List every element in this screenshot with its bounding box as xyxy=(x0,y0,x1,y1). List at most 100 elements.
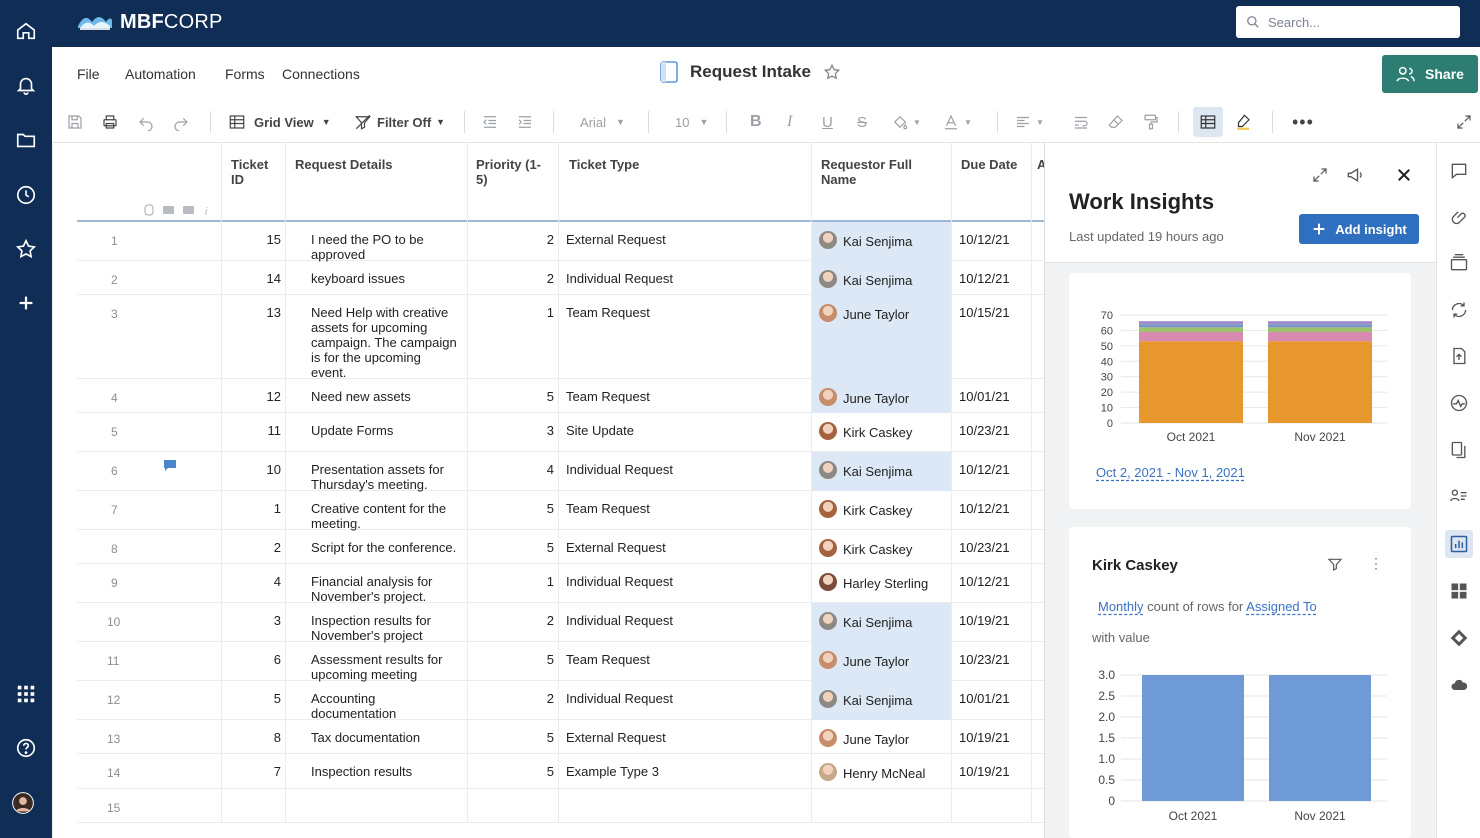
priority-cell[interactable]: 1 xyxy=(546,574,554,589)
due-date-cell[interactable]: 10/23/21 xyxy=(959,423,1010,438)
ticket-type-cell[interactable]: Individual Request xyxy=(566,271,673,286)
redo-icon[interactable] xyxy=(172,111,190,133)
priority-cell[interactable]: 5 xyxy=(546,389,554,404)
apps-grid-icon[interactable] xyxy=(11,679,41,709)
due-date-cell[interactable]: 10/12/21 xyxy=(959,232,1010,247)
ticket-type-cell[interactable]: External Request xyxy=(566,540,666,555)
requestor-name-cell[interactable]: June Taylor xyxy=(843,732,910,747)
ticket-type-cell[interactable]: Example Type 3 xyxy=(566,764,659,779)
due-date-cell[interactable]: 10/12/21 xyxy=(959,462,1010,477)
ticket-id-cell[interactable]: 1 xyxy=(273,501,281,516)
due-date-cell[interactable]: 10/23/21 xyxy=(959,540,1010,555)
request-details-cell[interactable]: Creative content for the meeting. xyxy=(311,501,463,531)
cloud-connector-icon[interactable] xyxy=(1449,675,1471,697)
create-plus-icon[interactable] xyxy=(11,288,41,318)
request-details-cell[interactable]: Assessment results for upcoming meeting xyxy=(311,652,463,682)
ticket-type-cell[interactable]: Team Request xyxy=(566,501,650,516)
requestor-name-cell[interactable]: Henry McNeal xyxy=(843,766,926,781)
proofs-stack-icon[interactable] xyxy=(1449,253,1471,275)
table-row[interactable]: 10 3 Inspection results for November's proj… xyxy=(77,603,1045,643)
requestor-name-cell[interactable]: Kirk Caskey xyxy=(843,542,913,557)
request-details-cell[interactable]: Need Help with creative assets for upcomi… xyxy=(311,305,463,380)
activity-log-icon[interactable] xyxy=(1449,300,1471,322)
menu-connections[interactable]: Connections xyxy=(282,66,360,82)
wrap-text-icon[interactable] xyxy=(1072,111,1090,133)
ticket-id-cell[interactable]: 7 xyxy=(273,764,281,779)
print-icon[interactable] xyxy=(101,111,119,133)
table-row[interactable]: 13 8 Tax documentation 5 External Request Jun… xyxy=(77,720,1045,754)
due-date-cell[interactable]: 10/19/21 xyxy=(959,764,1010,779)
requestor-name-cell[interactable]: Kai Senjima xyxy=(843,464,913,479)
table-row[interactable]: 6 10 Presentation assets for Thursday's mee… xyxy=(77,452,1045,492)
request-details-cell[interactable]: Update Forms xyxy=(311,423,463,438)
row-number[interactable]: 6 xyxy=(111,464,118,478)
more-options-icon[interactable]: ••• xyxy=(1292,111,1314,132)
forms-pages-icon[interactable] xyxy=(1449,440,1471,462)
field-link[interactable]: Assigned To xyxy=(1246,599,1317,614)
requestor-name-cell[interactable]: Kai Senjima xyxy=(843,234,913,249)
row-number[interactable]: 2 xyxy=(111,273,118,287)
row-number[interactable]: 7 xyxy=(111,503,118,517)
menu-forms[interactable]: Forms xyxy=(225,66,265,82)
announcement-megaphone-icon[interactable] xyxy=(1345,165,1365,185)
due-date-cell[interactable]: 10/12/21 xyxy=(959,574,1010,589)
font-family-dropdown[interactable]: Arial ▼ xyxy=(580,114,625,130)
notifications-bell-icon[interactable] xyxy=(11,70,41,100)
table-row[interactable]: 11 6 Assessment results for upcoming meetin… xyxy=(77,642,1045,682)
ticket-type-cell[interactable]: External Request xyxy=(566,232,666,247)
priority-cell[interactable]: 2 xyxy=(546,232,554,247)
table-row[interactable]: 15 xyxy=(77,789,1045,823)
column-header-ticket-id[interactable]: Ticket ID xyxy=(231,157,269,187)
indent-icon[interactable] xyxy=(516,111,534,133)
comment-indicator-icon[interactable] xyxy=(164,459,176,474)
row-number[interactable]: 4 xyxy=(111,391,118,405)
undo-icon[interactable] xyxy=(137,111,155,133)
request-details-cell[interactable]: I need the PO to be approved xyxy=(311,232,463,262)
due-date-cell[interactable]: 10/15/21 xyxy=(959,305,1010,320)
requestor-name-cell[interactable]: Kirk Caskey xyxy=(843,425,913,440)
due-date-cell[interactable]: 10/19/21 xyxy=(959,613,1010,628)
browse-folder-icon[interactable] xyxy=(11,125,41,155)
ticket-id-cell[interactable]: 13 xyxy=(266,305,281,320)
priority-cell[interactable]: 5 xyxy=(546,764,554,779)
due-date-cell[interactable]: 10/23/21 xyxy=(959,652,1010,667)
ticket-type-cell[interactable]: Team Request xyxy=(566,652,650,667)
ticket-id-cell[interactable]: 14 xyxy=(266,271,281,286)
request-details-cell[interactable]: Need new assets xyxy=(311,389,463,404)
format-painter-icon[interactable] xyxy=(1142,111,1160,133)
priority-cell[interactable]: 2 xyxy=(546,691,554,706)
ticket-id-cell[interactable]: 6 xyxy=(273,652,281,667)
global-search-box[interactable] xyxy=(1236,6,1460,38)
table-row[interactable]: 7 1 Creative content for the meeting. 5 Team … xyxy=(77,491,1045,531)
priority-cell[interactable]: 2 xyxy=(546,613,554,628)
request-details-cell[interactable]: Financial analysis for November's project… xyxy=(311,574,463,604)
request-details-cell[interactable]: Inspection results xyxy=(311,764,463,779)
table-row[interactable]: 9 4 Financial analysis for November's proje… xyxy=(77,564,1045,604)
brand-logo[interactable]: MBFCORP xyxy=(76,10,223,34)
request-details-cell[interactable]: Accounting documentation xyxy=(311,691,463,721)
align-icon[interactable]: ▼ xyxy=(1014,111,1044,133)
apps-tiles-icon[interactable] xyxy=(1449,581,1471,603)
priority-cell[interactable]: 5 xyxy=(546,652,554,667)
recents-clock-icon[interactable] xyxy=(11,180,41,210)
clear-format-icon[interactable] xyxy=(1107,111,1125,133)
bold-icon[interactable]: B xyxy=(750,113,762,130)
ticket-type-cell[interactable]: Team Request xyxy=(566,305,650,320)
request-details-cell[interactable]: Presentation assets for Thursday's meetin… xyxy=(311,462,463,492)
favorites-star-icon[interactable] xyxy=(11,234,41,264)
work-insights-chart-icon[interactable] xyxy=(1445,530,1473,558)
menu-file[interactable]: File xyxy=(77,66,100,82)
summary-pulse-icon[interactable] xyxy=(1449,393,1471,415)
row-number[interactable]: 10 xyxy=(107,615,121,629)
ticket-id-cell[interactable]: 8 xyxy=(273,730,281,745)
column-header-requestor-name[interactable]: Requestor Full Name xyxy=(821,157,913,187)
ticket-type-cell[interactable]: Site Update xyxy=(566,423,634,438)
table-row[interactable]: 4 12 Need new assets 5 Team Request June Tayl… xyxy=(77,379,1045,413)
ticket-type-cell[interactable]: Individual Request xyxy=(566,462,673,477)
expand-panel-icon[interactable] xyxy=(1311,166,1329,184)
close-icon[interactable] xyxy=(1395,166,1413,184)
card-menu-kebab-icon[interactable]: ⋮ xyxy=(1369,555,1383,571)
fullscreen-expand-icon[interactable] xyxy=(1455,111,1473,133)
requestor-name-cell[interactable]: June Taylor xyxy=(843,307,910,322)
favorite-star-icon[interactable] xyxy=(823,63,841,81)
